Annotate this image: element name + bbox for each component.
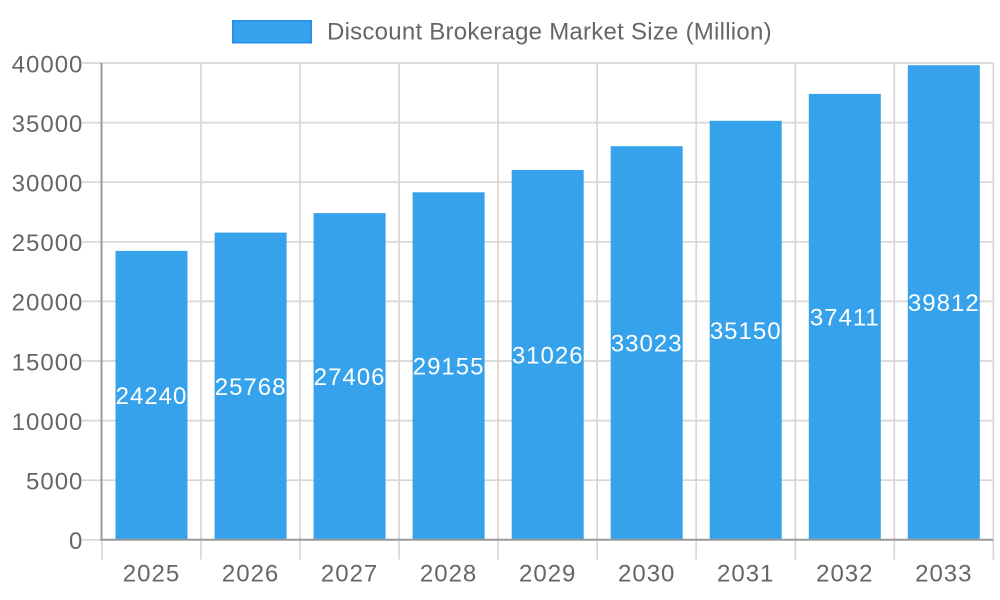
svg-text:33023: 33023 bbox=[611, 331, 683, 358]
svg-text:2032: 2032 bbox=[816, 561, 873, 588]
svg-text:39812: 39812 bbox=[908, 290, 980, 317]
svg-text:35150: 35150 bbox=[710, 318, 782, 345]
svg-text:Discount Brokerage Market Size: Discount Brokerage Market Size (Million) bbox=[327, 19, 772, 46]
svg-text:24240: 24240 bbox=[116, 383, 188, 410]
svg-text:2028: 2028 bbox=[420, 561, 477, 588]
svg-text:2025: 2025 bbox=[123, 561, 180, 588]
svg-text:25000: 25000 bbox=[12, 230, 84, 257]
svg-text:30000: 30000 bbox=[12, 171, 84, 198]
svg-text:2031: 2031 bbox=[717, 561, 774, 588]
svg-text:2026: 2026 bbox=[222, 561, 279, 588]
svg-text:31026: 31026 bbox=[512, 343, 584, 370]
svg-text:20000: 20000 bbox=[12, 290, 84, 317]
svg-text:2030: 2030 bbox=[618, 561, 675, 588]
svg-text:5000: 5000 bbox=[26, 469, 83, 496]
svg-text:2029: 2029 bbox=[519, 561, 576, 588]
svg-text:40000: 40000 bbox=[12, 51, 84, 78]
svg-text:37411: 37411 bbox=[810, 305, 880, 332]
svg-text:2033: 2033 bbox=[915, 561, 972, 588]
svg-text:25768: 25768 bbox=[215, 374, 287, 401]
svg-text:15000: 15000 bbox=[12, 349, 84, 376]
svg-text:27406: 27406 bbox=[314, 364, 386, 391]
svg-text:2027: 2027 bbox=[321, 561, 378, 588]
svg-text:0: 0 bbox=[69, 528, 83, 555]
svg-text:10000: 10000 bbox=[12, 409, 84, 436]
svg-text:29155: 29155 bbox=[413, 354, 485, 381]
svg-text:35000: 35000 bbox=[12, 111, 84, 138]
